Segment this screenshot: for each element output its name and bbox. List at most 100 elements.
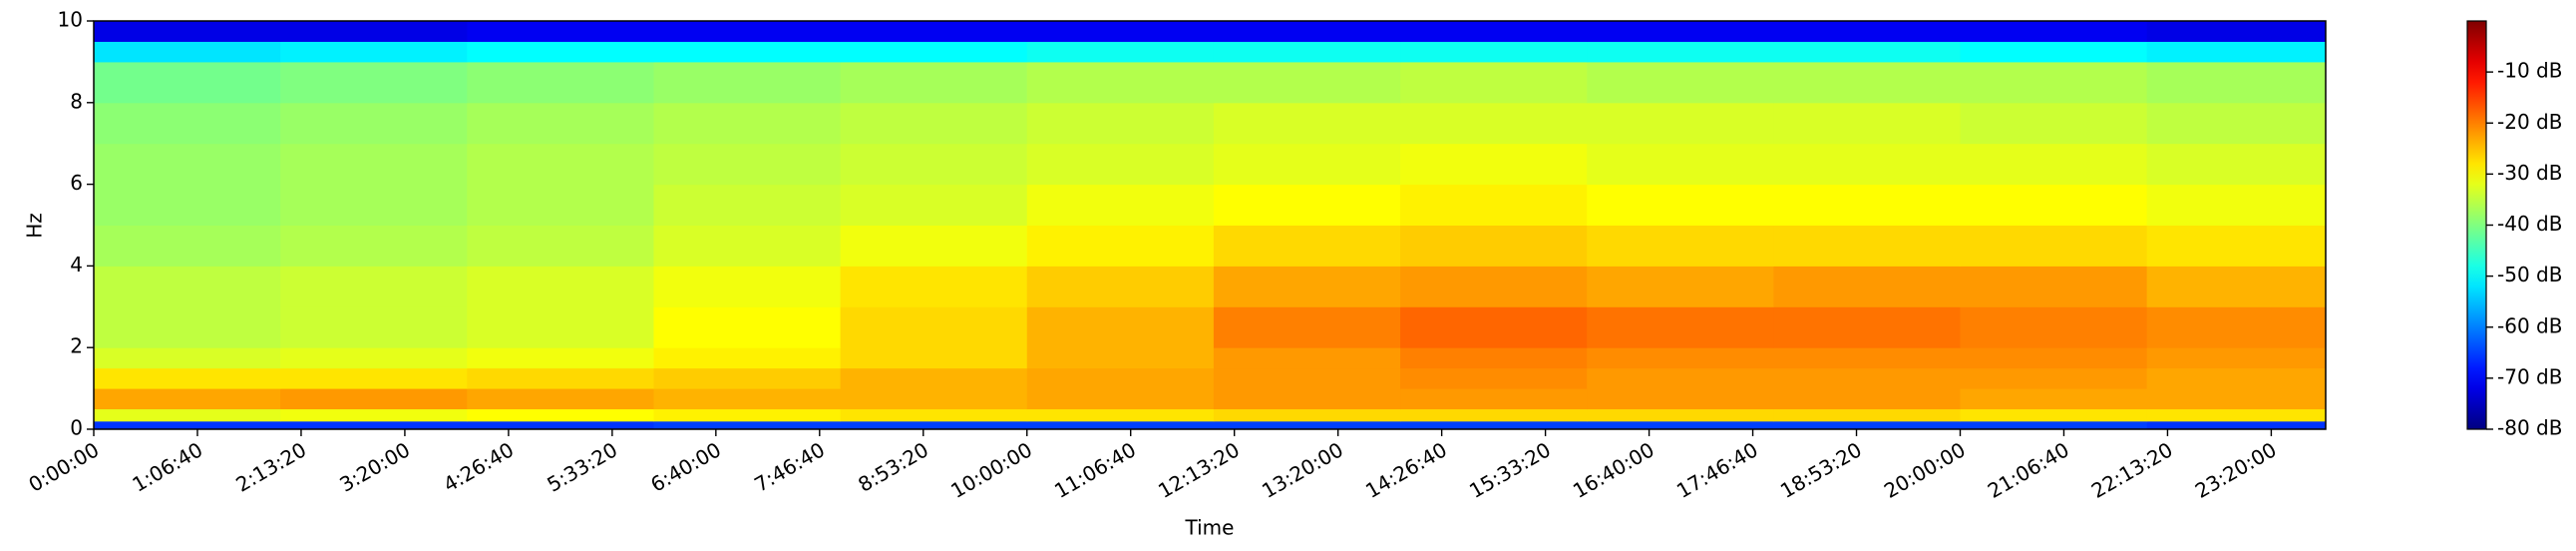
cell: [1400, 143, 1588, 186]
cell: [2146, 367, 2327, 389]
cell: [840, 41, 1028, 63]
cell: [653, 408, 842, 422]
x-tick-label: 0:00:00: [24, 437, 103, 496]
cell: [467, 184, 654, 226]
cell: [1587, 266, 1774, 307]
cell: [1960, 347, 2148, 369]
cell: [94, 266, 281, 307]
colorbar-tick-label: -50 dB: [2497, 263, 2562, 286]
colorbar: [2466, 20, 2487, 430]
x-tick-label: 17:46:40: [1672, 437, 1762, 503]
cell: [653, 266, 842, 307]
x-tick-label: 21:06:40: [1984, 437, 2073, 503]
cell: [653, 225, 842, 267]
cell: [280, 367, 468, 389]
cell: [2146, 21, 2327, 42]
cell: [467, 388, 654, 410]
colorbar-tick-label: -80 dB: [2497, 416, 2562, 440]
x-tick-label: 5:33:20: [543, 437, 621, 496]
x-tick-label: 1:06:40: [128, 437, 206, 496]
cell: [94, 102, 281, 145]
cell: [1960, 408, 2148, 422]
cell: [1400, 266, 1588, 307]
cell: [94, 420, 281, 430]
cell: [94, 388, 281, 410]
x-axis-label: Time: [1185, 516, 1235, 540]
cell: [1960, 225, 2148, 267]
cell: [2146, 388, 2327, 410]
cell: [1213, 225, 1401, 267]
cell: [1587, 388, 1774, 410]
x-tick-label: 8:53:20: [854, 437, 932, 496]
cell: [94, 41, 281, 63]
x-tick-label: 14:26:40: [1361, 437, 1451, 503]
heatmap: [94, 21, 2327, 430]
cell: [94, 21, 281, 42]
cell: [467, 367, 654, 389]
cell: [2146, 420, 2327, 430]
cell: [1400, 306, 1588, 348]
cell: [1026, 41, 1215, 63]
cell: [1026, 306, 1215, 348]
cell: [1026, 184, 1215, 226]
cell: [1026, 61, 1215, 104]
cell: [840, 420, 1028, 430]
cell: [280, 306, 468, 348]
cell: [1213, 184, 1401, 226]
colorbar-tick-label: -20 dB: [2497, 110, 2562, 134]
cell: [653, 41, 842, 63]
cell: [653, 347, 842, 369]
cell: [280, 41, 468, 63]
cell: [1213, 266, 1401, 307]
cell: [1773, 420, 1961, 430]
cell: [1400, 408, 1588, 422]
cell: [653, 306, 842, 348]
cell: [1026, 420, 1215, 430]
cell: [1960, 420, 2148, 430]
cell: [2146, 184, 2327, 226]
cell: [1026, 408, 1215, 422]
cell: [653, 420, 842, 430]
cell: [467, 143, 654, 186]
x-tick-label: 12:13:20: [1154, 437, 1244, 503]
cell: [1213, 420, 1401, 430]
cell: [467, 21, 654, 42]
cell: [1587, 21, 1774, 42]
x-tick-label: 10:00:00: [946, 437, 1036, 503]
y-tick-label: 4: [70, 253, 83, 276]
cell: [94, 347, 281, 369]
cell: [1026, 266, 1215, 307]
cell: [1960, 143, 2148, 186]
colorbar-tick-label: -70 dB: [2497, 364, 2562, 388]
cell: [280, 143, 468, 186]
x-tick-label: 13:20:00: [1258, 437, 1347, 503]
x-tick-label: 11:06:40: [1050, 437, 1140, 503]
cell: [1213, 367, 1401, 389]
x-tick-label: 22:13:20: [2087, 437, 2177, 503]
cell: [1773, 266, 1961, 307]
cell: [1213, 388, 1401, 410]
cell: [1587, 306, 1774, 348]
cell: [653, 388, 842, 410]
cell: [94, 367, 281, 389]
x-tick-label: 18:53:20: [1776, 437, 1866, 503]
cell: [1213, 306, 1401, 348]
cell: [653, 143, 842, 186]
cell: [1400, 184, 1588, 226]
cell: [280, 225, 468, 267]
cell: [1960, 388, 2148, 410]
cell: [1773, 143, 1961, 186]
cell: [94, 306, 281, 348]
cell: [467, 408, 654, 422]
x-tick-label: 2:13:20: [231, 437, 310, 496]
colorbar-tick-label: -60 dB: [2497, 313, 2562, 337]
cell: [653, 21, 842, 42]
cell: [280, 21, 468, 42]
cell: [2146, 102, 2327, 145]
cell: [1960, 61, 2148, 104]
cell: [653, 184, 842, 226]
x-tick-label: 3:20:00: [335, 437, 414, 496]
cell: [653, 61, 842, 104]
cell: [1400, 367, 1588, 389]
cell: [840, 367, 1028, 389]
